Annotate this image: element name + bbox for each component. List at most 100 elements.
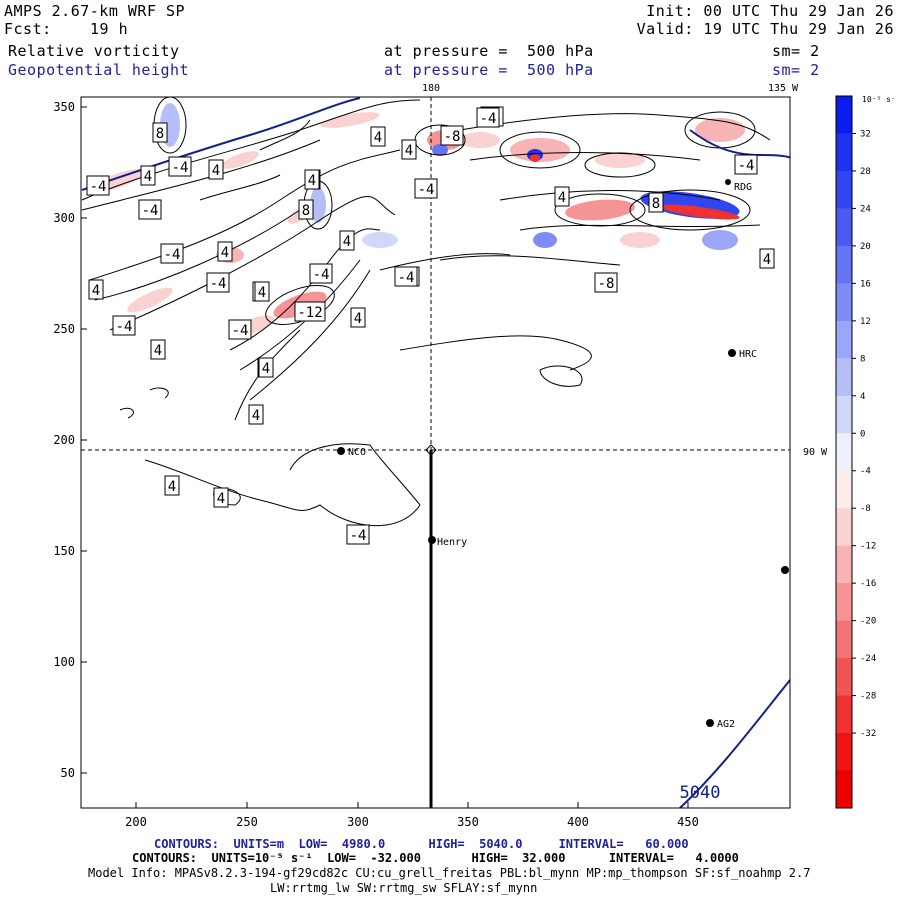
colorbar-label: 8 bbox=[860, 354, 865, 364]
contour-label: -4 bbox=[398, 270, 415, 286]
station-label-henry: Henry bbox=[437, 537, 467, 548]
x-tick: 350 bbox=[457, 815, 479, 829]
contour-label: 4 bbox=[252, 408, 260, 424]
y-tick: 100 bbox=[53, 655, 75, 669]
x-tick: 200 bbox=[125, 815, 147, 829]
model-info: Model Info: MPASv8.2.3-194-gf29cd82c CU:… bbox=[88, 866, 811, 880]
contour-label-box bbox=[298, 199, 314, 220]
colorbar-label: -4 bbox=[860, 467, 871, 477]
field1-name: Relative vorticity bbox=[8, 42, 180, 60]
contour-label: -4 bbox=[164, 247, 181, 263]
contour-label-box bbox=[208, 159, 224, 180]
contour-label-box bbox=[309, 263, 333, 284]
colorbar-label: -32 bbox=[860, 729, 876, 739]
contour-label: 8 bbox=[156, 126, 164, 142]
contour-label: -4 bbox=[480, 111, 497, 127]
colorbar-label: -28 bbox=[860, 692, 876, 702]
vorticity-fill bbox=[96, 103, 745, 335]
contour-label: -4 bbox=[116, 319, 133, 335]
x-tick: 300 bbox=[347, 815, 369, 829]
contour-label: -4 bbox=[232, 323, 249, 339]
colorbar-swatch bbox=[836, 208, 852, 247]
station-marker-rdg bbox=[725, 179, 731, 185]
contour-label-box bbox=[759, 248, 775, 269]
x-tick: 250 bbox=[236, 815, 258, 829]
contour-label-box bbox=[86, 175, 110, 196]
contour-label: -4 bbox=[738, 158, 755, 174]
station-marker-hrc bbox=[728, 349, 736, 357]
colorbar-swatch bbox=[836, 283, 852, 322]
contour-label-box bbox=[339, 230, 355, 251]
height-contours bbox=[81, 97, 791, 809]
init-time: Init: 00 UTC Thu 29 Jan 26 bbox=[646, 2, 894, 20]
y-tick-labels: 350 300 250 200 150 100 50 bbox=[53, 100, 75, 780]
contour-labels: 8 4 -4 4 -4 -4 4 4 -8 -4 4 4 -4 4 -4 4 8 4 -4 4 -4 4 -4 -4 4 -4 -1… bbox=[86, 106, 775, 545]
station-label-nco: NCO bbox=[348, 447, 366, 458]
colorbar-swatch bbox=[836, 695, 852, 734]
station-marker-nco bbox=[337, 447, 345, 455]
colorbar-swatch bbox=[836, 96, 852, 134]
colorbar-swatch bbox=[836, 658, 852, 697]
height-contour-label: 5040 bbox=[680, 783, 721, 803]
colorbar-label: 32 bbox=[860, 129, 871, 139]
station-label-ag2: AG2 bbox=[717, 719, 735, 730]
x-tick: 400 bbox=[567, 815, 589, 829]
valid-time: Valid: 19 UTC Thu 29 Jan 26 bbox=[636, 20, 894, 38]
contour-label-box bbox=[476, 107, 500, 128]
contour-label-box bbox=[346, 524, 370, 545]
y-tick: 350 bbox=[53, 100, 75, 114]
colorbar-label: 4 bbox=[860, 392, 865, 402]
contour-label: -4 bbox=[90, 179, 107, 195]
contour-label: -8 bbox=[444, 129, 461, 145]
contour-label: -4 bbox=[350, 528, 367, 544]
contour-label-box bbox=[401, 139, 417, 160]
colorbar-swatch bbox=[836, 620, 852, 659]
axis-ticks bbox=[81, 106, 689, 808]
contour-label: -8 bbox=[598, 276, 615, 292]
stations: NCO Henry HRC AG2 RDG bbox=[337, 179, 789, 730]
contour-label-box bbox=[440, 125, 464, 146]
contour-label-box bbox=[217, 241, 233, 262]
contour-label: 4 bbox=[374, 130, 382, 146]
contour-label-box bbox=[304, 169, 320, 190]
contour-label-box bbox=[140, 165, 156, 186]
contour-label-box bbox=[206, 272, 230, 293]
colorbar-label: 12 bbox=[860, 317, 871, 327]
contour-label: 4 bbox=[262, 361, 270, 377]
colorbar-swatch bbox=[836, 170, 852, 209]
colorbar-swatch bbox=[836, 133, 852, 172]
contour-label: 4 bbox=[221, 245, 229, 261]
contour-label-box bbox=[370, 126, 386, 147]
colorbar-swatch bbox=[836, 470, 852, 509]
plot-frame bbox=[80, 96, 791, 809]
colorbar-label: 20 bbox=[860, 242, 871, 252]
y-tick: 300 bbox=[53, 211, 75, 225]
contour-label: 8 bbox=[652, 196, 660, 212]
forecast-hour: 19 h bbox=[90, 20, 129, 38]
contour-label-box bbox=[648, 192, 664, 213]
contour-label-box bbox=[168, 156, 192, 177]
contour-label-box bbox=[554, 186, 570, 207]
station-label-rdg: RDG bbox=[734, 182, 752, 193]
model-physics-info: LW:rrtmg_lw SW:rrtmg_sw SFLAY:sf_mynn bbox=[270, 881, 538, 895]
colorbar-unit: 10⁻⁵ s⁻¹ bbox=[862, 95, 894, 104]
contour-label: 4 bbox=[154, 343, 162, 359]
colorbar-label: 16 bbox=[860, 279, 871, 289]
contour-label-box bbox=[294, 301, 326, 322]
colorbar-label: 28 bbox=[860, 167, 871, 177]
contour-label-box bbox=[138, 199, 162, 220]
colorbar-swatch bbox=[836, 433, 852, 472]
colorbar-swatch bbox=[836, 583, 852, 622]
colorbar-swatch bbox=[836, 545, 852, 584]
contour-label: 4 bbox=[558, 190, 566, 206]
contour-label-box bbox=[164, 475, 180, 496]
contour-label: 4 bbox=[258, 285, 266, 301]
contour-label: 4 bbox=[343, 234, 351, 250]
longitude-label-135w: 135 W bbox=[768, 83, 799, 94]
x-tick: 450 bbox=[677, 815, 699, 829]
longitude-label-90w: 90 W bbox=[803, 447, 828, 458]
contour-label-box bbox=[254, 281, 270, 302]
contour-label-box bbox=[414, 178, 438, 199]
colorbar-label: -12 bbox=[860, 542, 876, 552]
contour-label: 4 bbox=[354, 311, 362, 327]
